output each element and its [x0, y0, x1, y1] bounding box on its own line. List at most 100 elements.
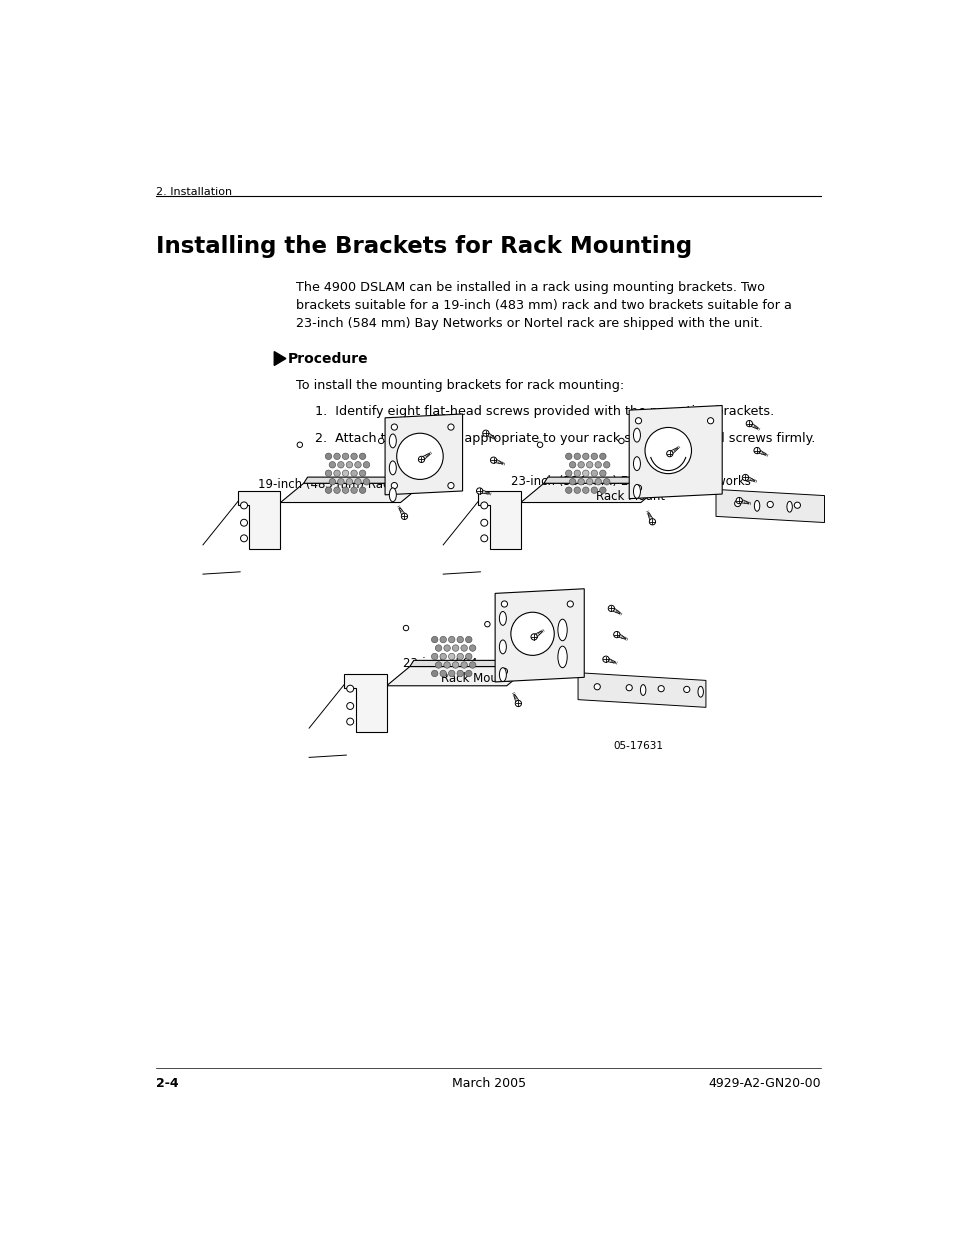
Ellipse shape — [498, 667, 506, 681]
Circle shape — [401, 513, 407, 519]
Circle shape — [469, 661, 476, 669]
Circle shape — [595, 478, 600, 485]
Circle shape — [334, 487, 340, 493]
Circle shape — [465, 670, 472, 676]
Circle shape — [359, 470, 365, 477]
Circle shape — [337, 461, 344, 468]
Polygon shape — [280, 483, 423, 503]
Circle shape — [325, 470, 332, 477]
Circle shape — [515, 701, 521, 707]
Polygon shape — [422, 454, 430, 460]
Circle shape — [460, 661, 467, 669]
Circle shape — [567, 601, 573, 607]
Polygon shape — [647, 513, 652, 520]
Circle shape — [741, 475, 748, 481]
Circle shape — [649, 519, 655, 525]
Circle shape — [359, 487, 365, 493]
Circle shape — [666, 450, 672, 457]
Text: 1.  Identify eight flat-head screws provided with the mounting brackets.: 1. Identify eight flat-head screws provi… — [314, 404, 773, 418]
Circle shape — [391, 424, 397, 430]
Circle shape — [602, 656, 608, 662]
Text: 2.  Attach the brackets appropriate to your rack size. Tighten all screws firmly: 2. Attach the brackets appropriate to yo… — [314, 431, 814, 445]
Circle shape — [456, 670, 463, 676]
Ellipse shape — [754, 501, 759, 512]
Circle shape — [443, 645, 450, 651]
Text: To install the mounting brackets for rack mounting:: To install the mounting brackets for rac… — [295, 379, 623, 392]
Text: 4929-A2-GN20-00: 4929-A2-GN20-00 — [708, 1077, 821, 1090]
Circle shape — [635, 485, 641, 491]
Polygon shape — [578, 672, 705, 707]
Polygon shape — [543, 477, 667, 483]
Circle shape — [391, 482, 397, 488]
Circle shape — [418, 456, 424, 462]
Circle shape — [586, 461, 593, 468]
Circle shape — [613, 632, 619, 638]
Circle shape — [565, 487, 572, 493]
Circle shape — [658, 686, 663, 692]
Circle shape — [240, 502, 247, 509]
Circle shape — [452, 661, 458, 669]
Polygon shape — [670, 447, 678, 454]
Circle shape — [644, 428, 691, 473]
Ellipse shape — [558, 646, 567, 667]
Circle shape — [448, 670, 455, 676]
Circle shape — [240, 535, 247, 541]
Circle shape — [351, 487, 357, 493]
Text: 23-inch (584 mm) EIA and Bay Networks
Rack Mount: 23-inch (584 mm) EIA and Bay Networks Ra… — [510, 475, 750, 503]
Circle shape — [490, 457, 497, 464]
Ellipse shape — [389, 488, 395, 502]
Circle shape — [500, 669, 507, 675]
Text: 23-inch (584 mm) Nortel
Rack Mount: 23-inch (584 mm) Nortel Rack Mount — [402, 656, 548, 685]
Polygon shape — [477, 491, 520, 549]
Circle shape — [594, 684, 599, 690]
Circle shape — [565, 470, 572, 477]
Polygon shape — [344, 674, 386, 732]
Circle shape — [484, 622, 490, 627]
Circle shape — [465, 637, 472, 643]
Circle shape — [635, 418, 641, 424]
Ellipse shape — [633, 485, 639, 498]
Circle shape — [452, 645, 458, 651]
Circle shape — [342, 470, 349, 477]
Text: Installing the Brackets for Rack Mounting: Installing the Brackets for Rack Mountin… — [156, 235, 692, 257]
Circle shape — [342, 487, 349, 493]
Circle shape — [334, 470, 340, 477]
Circle shape — [447, 424, 454, 430]
Circle shape — [456, 637, 463, 643]
Circle shape — [707, 418, 713, 424]
Circle shape — [618, 439, 623, 444]
Ellipse shape — [698, 686, 702, 697]
Circle shape — [469, 645, 476, 651]
Circle shape — [766, 502, 773, 508]
Circle shape — [500, 601, 507, 607]
Circle shape — [683, 686, 689, 692]
Polygon shape — [481, 489, 489, 494]
Circle shape — [531, 634, 537, 640]
Circle shape — [736, 497, 741, 504]
Circle shape — [329, 478, 335, 485]
Circle shape — [608, 606, 614, 612]
Circle shape — [351, 454, 357, 460]
Circle shape — [480, 502, 487, 509]
Polygon shape — [740, 499, 748, 503]
Text: 19-inch (483 mm) Rack Mount: 19-inch (483 mm) Rack Mount — [258, 478, 436, 491]
Circle shape — [325, 487, 332, 493]
Polygon shape — [385, 414, 462, 494]
Circle shape — [355, 461, 361, 468]
Circle shape — [346, 702, 354, 709]
Ellipse shape — [633, 428, 639, 442]
Circle shape — [325, 454, 332, 460]
Circle shape — [603, 478, 609, 485]
Circle shape — [337, 478, 344, 485]
Circle shape — [443, 661, 450, 669]
Circle shape — [745, 420, 752, 426]
Circle shape — [537, 442, 542, 447]
Circle shape — [460, 645, 467, 651]
Circle shape — [296, 442, 302, 447]
Circle shape — [378, 439, 383, 444]
Circle shape — [569, 461, 576, 468]
Circle shape — [346, 718, 354, 726]
Circle shape — [480, 519, 487, 527]
Circle shape — [456, 654, 463, 660]
Circle shape — [439, 637, 446, 643]
